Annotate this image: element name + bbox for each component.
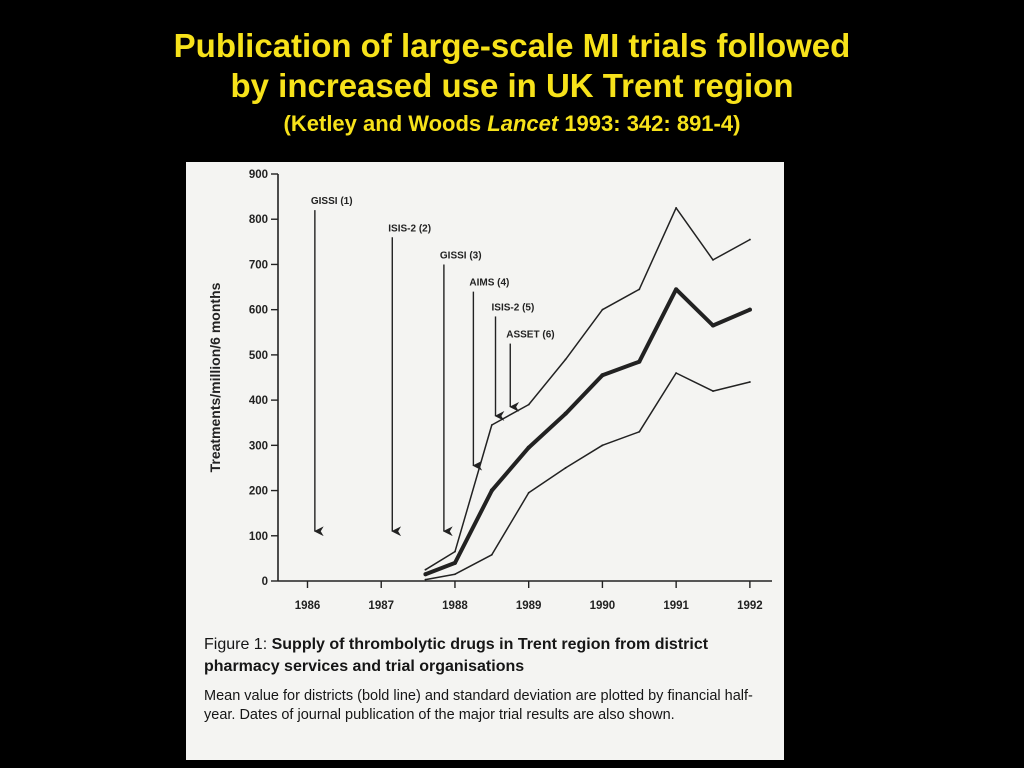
data-point-upper: [454, 550, 456, 553]
data-point-lower: [424, 578, 427, 581]
series-line-lower: [424, 372, 751, 581]
data-point-upper: [424, 568, 427, 571]
x-tick-label: 1986: [295, 600, 321, 612]
y-tick-label: 600: [249, 305, 268, 317]
caption-title: Supply of thrombolytic drugs in Trent re…: [204, 636, 709, 675]
data-point-mean: [563, 411, 568, 416]
trial-label: GISSI (1): [311, 196, 353, 207]
trial-label: AIMS (4): [469, 278, 509, 289]
x-tick-label: 1992: [737, 600, 763, 612]
caption-label: Figure 1:: [204, 636, 272, 653]
y-tick-label: 700: [249, 259, 268, 271]
y-axis-label: Treatments/million/6 months: [207, 282, 223, 472]
figure-caption: Figure 1: Supply of thrombolytic drugs i…: [204, 634, 774, 725]
x-tick-label: 1987: [368, 600, 394, 612]
thrombolytic-supply-chart: 0 100 200 300 400 500 600 700 800 900 1986 1987 1988…: [207, 169, 772, 612]
data-point-lower: [601, 444, 604, 447]
data-point-upper: [712, 259, 714, 261]
data-point-mean: [674, 287, 679, 292]
data-point-upper: [564, 358, 567, 361]
caption-body: Mean value for districts (bold line) and…: [204, 688, 753, 723]
y-tick-label: 400: [249, 395, 268, 407]
data-point-lower: [675, 372, 678, 374]
y-tick-label: 0: [262, 576, 268, 588]
trial-label: GISSI (3): [440, 250, 482, 261]
data-point-upper: [638, 288, 641, 291]
data-point-mean: [452, 560, 457, 565]
data-point-mean: [711, 323, 716, 328]
citation-journal: Lancet: [487, 111, 559, 136]
data-point-upper: [748, 238, 751, 241]
x-tick-label: 1989: [516, 600, 542, 612]
series-line-mean: [423, 287, 752, 577]
y-tick-label: 500: [249, 350, 268, 362]
data-point-mean: [423, 572, 428, 577]
citation-prefix: (Ketley and Woods: [283, 111, 488, 136]
y-tick-label: 800: [249, 214, 268, 226]
trial-label: ASSET (6): [506, 330, 554, 341]
x-tick-label: 1988: [442, 600, 468, 612]
data-point-lower: [712, 390, 714, 392]
y-tick-label: 200: [249, 486, 268, 498]
data-point-upper: [675, 207, 678, 209]
data-point-lower: [490, 553, 493, 556]
data-point-lower: [527, 491, 530, 494]
x-tick-label: 1990: [590, 600, 616, 612]
title-line-1: Publication of large-scale MI trials fol…: [173, 27, 851, 64]
data-point-lower: [454, 573, 456, 576]
x-tick-label: 1991: [663, 600, 689, 612]
data-point-mean: [526, 445, 531, 450]
figure-panel: 0 100 200 300 400 500 600 700 800 900 1986 1987 1988…: [186, 162, 784, 760]
data-point-upper: [490, 424, 493, 426]
series-line-upper: [424, 207, 751, 571]
data-point-mean: [747, 307, 752, 312]
trial-label: ISIS-2 (5): [492, 302, 535, 313]
data-point-lower: [564, 467, 567, 469]
data-point-mean: [600, 373, 605, 378]
data-point-upper: [601, 308, 604, 311]
citation-suffix: 1993: 342: 891-4): [558, 111, 741, 136]
data-point-mean: [637, 359, 642, 364]
y-tick-label: 300: [249, 440, 268, 452]
data-point-lower: [638, 430, 641, 433]
data-point-lower: [748, 381, 751, 383]
slide-title: Publication of large-scale MI trials fol…: [0, 26, 1024, 140]
title-line-2: by increased use in UK Trent region: [230, 67, 794, 104]
caption-heading: Figure 1: Supply of thrombolytic drugs i…: [204, 634, 774, 678]
citation: (Ketley and Woods Lancet 1993: 342: 891-…: [0, 108, 1024, 140]
trial-label: ISIS-2 (2): [388, 223, 431, 234]
y-tick-label: 900: [249, 169, 268, 181]
y-tick-label: 100: [249, 531, 268, 543]
data-point-upper: [527, 403, 530, 406]
data-point-mean: [489, 488, 494, 493]
